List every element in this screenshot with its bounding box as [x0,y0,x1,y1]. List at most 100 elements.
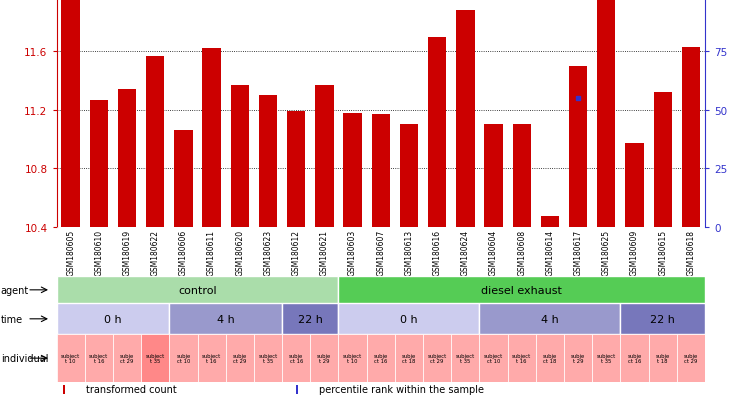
Bar [287,112,305,227]
Text: subject
t 35: subject t 35 [596,353,616,363]
Text: agent: agent [1,285,29,295]
Bar [621,335,648,382]
Text: individual: individual [1,353,48,363]
Text: subje
t 18: subje t 18 [655,353,670,363]
Bar [339,304,480,335]
Bar [90,100,108,227]
Bar [456,11,474,227]
Bar [62,0,80,227]
Text: GSM180624: GSM180624 [461,229,470,275]
Bar [296,385,298,394]
Bar [654,93,672,227]
Text: GSM180607: GSM180607 [376,229,385,275]
Bar [569,67,587,227]
Text: subje
t 29: subje t 29 [571,353,585,363]
Text: GSM180611: GSM180611 [207,229,216,275]
Bar [480,304,621,335]
Bar [57,335,84,382]
Text: 22 h: 22 h [650,314,675,324]
Bar [282,335,311,382]
Text: GSM180621: GSM180621 [320,229,329,275]
Bar [507,335,536,382]
Bar [202,49,221,227]
Text: GSM180610: GSM180610 [94,229,103,275]
Text: subject
t 16: subject t 16 [512,353,532,363]
Bar [343,114,362,227]
Text: control: control [178,285,217,295]
Text: GSM180603: GSM180603 [348,229,357,275]
Bar [423,335,451,382]
Text: subject
ct 29: subject ct 29 [428,353,447,363]
Bar [395,335,423,382]
Text: subje
ct 16: subje ct 16 [289,353,303,363]
Text: 0 h: 0 h [104,314,121,324]
Bar [682,48,700,227]
Text: GSM180619: GSM180619 [123,229,131,275]
Bar [372,115,390,227]
Bar [57,277,339,304]
Text: GSM180617: GSM180617 [574,229,583,275]
Bar [198,335,225,382]
Bar [592,335,621,382]
Text: transformed count: transformed count [86,385,176,394]
Text: subje
ct 29: subje ct 29 [233,353,247,363]
Text: time: time [1,314,23,324]
Text: subje
ct 16: subje ct 16 [627,353,642,363]
Text: subject
t 10: subject t 10 [61,353,80,363]
Text: 0 h: 0 h [400,314,418,324]
Text: subject
t 16: subject t 16 [202,353,221,363]
Text: subje
ct 29: subje ct 29 [120,353,134,363]
Bar [113,335,141,382]
Bar [146,57,164,227]
Text: subje
ct 16: subje ct 16 [374,353,388,363]
Text: GSM180620: GSM180620 [235,229,244,275]
Text: GSM180625: GSM180625 [602,229,611,275]
Bar [677,335,705,382]
Text: GSM180616: GSM180616 [433,229,442,275]
Text: subje
ct 29: subje ct 29 [684,353,698,363]
Bar [63,385,65,394]
Text: 4 h: 4 h [217,314,234,324]
Text: GSM180623: GSM180623 [263,229,272,275]
Text: GSM180613: GSM180613 [404,229,413,275]
Bar [141,335,170,382]
Bar [57,304,170,335]
Bar [625,144,644,227]
Text: GSM180605: GSM180605 [66,229,75,275]
Text: GSM180609: GSM180609 [630,229,639,275]
Text: subject
t 10: subject t 10 [343,353,362,363]
Text: subject
t 16: subject t 16 [89,353,109,363]
Bar [174,131,192,227]
Text: 22 h: 22 h [298,314,323,324]
Bar [597,0,615,227]
Text: subje
t 29: subje t 29 [317,353,332,363]
Text: GSM180615: GSM180615 [658,229,667,275]
Text: GSM180604: GSM180604 [489,229,498,275]
Text: 4 h: 4 h [541,314,559,324]
Bar [536,335,564,382]
Bar [366,335,395,382]
Text: subject
t 35: subject t 35 [259,353,277,363]
Text: percentile rank within the sample: percentile rank within the sample [319,385,484,394]
Bar [311,335,339,382]
Bar [541,217,559,227]
Text: subje
ct 18: subje ct 18 [543,353,557,363]
Bar [621,304,705,335]
Bar [282,304,339,335]
Text: diesel exhaust: diesel exhaust [481,285,562,295]
Bar [484,125,503,227]
Bar [564,335,592,382]
Bar [339,335,366,382]
Text: GSM180618: GSM180618 [686,229,695,275]
Bar [648,335,677,382]
Text: subject
t 35: subject t 35 [455,353,475,363]
Bar [118,90,136,227]
Bar [339,277,705,304]
Bar [428,38,446,227]
Text: GSM180612: GSM180612 [292,229,301,275]
Bar [400,125,418,227]
Bar [84,335,113,382]
Bar [315,85,333,227]
Bar [170,304,282,335]
Text: subject
t 35: subject t 35 [146,353,165,363]
